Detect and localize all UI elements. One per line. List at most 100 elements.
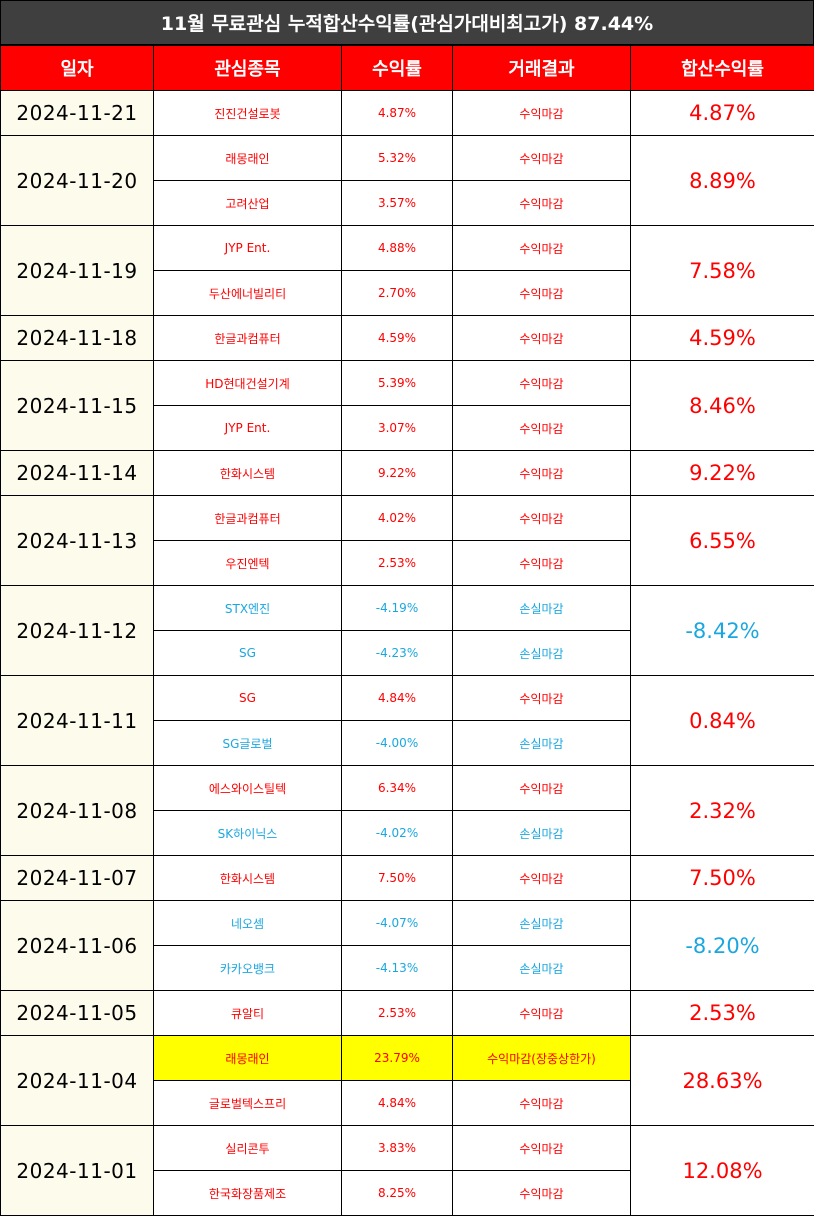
combined-return-cell: 2.32% xyxy=(630,765,814,856)
date-cell: 2024-11-11 xyxy=(0,675,154,766)
return-rate-cell: 23.79% xyxy=(341,1035,453,1081)
trade-result-cell: 수익마감 xyxy=(452,495,631,541)
stock-name-cell: 실리콘투 xyxy=(153,1125,342,1171)
combined-return-cell: 0.84% xyxy=(630,675,814,766)
table-row: 2024-11-21 진진건설로봇 4.87% 수익마감 4.87% xyxy=(0,90,814,136)
return-rate-cell: 4.59% xyxy=(341,315,453,361)
trade-result-cell: 수익마감 xyxy=(452,1170,631,1216)
table-row: 카카오뱅크 -4.13% 손실마감 xyxy=(1,945,814,991)
return-rate-cell: 6.34% xyxy=(341,765,453,811)
header-date: 일자 xyxy=(0,45,154,91)
trade-result-cell: 수익마감 xyxy=(452,90,631,136)
table-row: 2024-11-13 한글과컴퓨터 4.02% 수익마감 6.55% xyxy=(0,495,814,586)
trade-result-cell: 수익마감 xyxy=(452,180,631,226)
return-rate-cell: 3.83% xyxy=(341,1125,453,1171)
return-rate-cell: -4.07% xyxy=(341,900,453,946)
combined-return-cell: -8.42% xyxy=(630,585,814,676)
stock-name-cell: SG xyxy=(153,630,342,676)
combined-return-cell: 28.63% xyxy=(630,1035,814,1126)
trade-result-cell: 수익마감 xyxy=(452,450,631,496)
stock-name-cell: SK하이닉스 xyxy=(153,810,342,856)
trade-result-cell: 수익마감 xyxy=(452,765,631,811)
table-row: 2024-11-01 실리콘투 3.83% 수익마감 12.08% xyxy=(0,1125,814,1216)
table-row: 2024-11-08 에스와이스틸텍 6.34% 수익마감 2.32% xyxy=(0,765,814,856)
return-rate-cell: 4.84% xyxy=(341,1080,453,1126)
trade-result-cell: 수익마감 xyxy=(452,270,631,316)
stock-name-cell: 우진엔텍 xyxy=(153,540,342,586)
header-rate: 수익률 xyxy=(341,45,453,91)
table-row: 2024-11-12 STX엔진 -4.19% 손실마감 -8.42% xyxy=(0,585,814,676)
table-row: 2024-11-05 큐알티 2.53% 수익마감 2.53% xyxy=(0,990,814,1036)
return-rate-cell: 5.32% xyxy=(341,135,453,181)
date-cell: 2024-11-06 xyxy=(0,900,154,991)
return-rate-cell: 7.50% xyxy=(341,855,453,901)
combined-return-cell: 8.46% xyxy=(630,360,814,451)
combined-return-cell: 4.87% xyxy=(630,90,814,136)
date-cell: 2024-11-21 xyxy=(0,90,154,136)
trade-result-cell: 손실마감 xyxy=(452,810,631,856)
return-rate-cell: 2.70% xyxy=(341,270,453,316)
combined-return-cell: 2.53% xyxy=(630,990,814,1036)
date-cell: 2024-11-01 xyxy=(0,1125,154,1216)
date-cell: 2024-11-18 xyxy=(0,315,154,361)
stock-name-cell: 고려산업 xyxy=(153,180,342,226)
trade-result-cell: 수익마감 xyxy=(452,315,631,361)
trade-result-cell: 수익마감 xyxy=(452,675,631,721)
table-row: 우진엔텍 2.53% 수익마감 xyxy=(1,540,814,586)
trade-result-cell: 손실마감 xyxy=(452,630,631,676)
stock-name-cell: 한화시스템 xyxy=(153,855,342,901)
date-cell: 2024-11-12 xyxy=(0,585,154,676)
header-row: 일자 관심종목 수익률 거래결과 합산수익률 xyxy=(0,45,814,91)
combined-return-cell: -8.20% xyxy=(630,900,814,991)
combined-return-cell: 9.22% xyxy=(630,450,814,496)
return-rate-cell: 4.02% xyxy=(341,495,453,541)
combined-return-cell: 4.59% xyxy=(630,315,814,361)
combined-return-cell: 7.58% xyxy=(630,225,814,316)
date-cell: 2024-11-20 xyxy=(0,135,154,226)
table-row: 2024-11-18 한글과컴퓨터 4.59% 수익마감 4.59% xyxy=(0,315,814,361)
header-stock: 관심종목 xyxy=(153,45,342,91)
date-cell: 2024-11-08 xyxy=(0,765,154,856)
return-rate-cell: 2.53% xyxy=(341,540,453,586)
combined-return-cell: 12.08% xyxy=(630,1125,814,1216)
return-rate-cell: -4.02% xyxy=(341,810,453,856)
stock-name-cell: 카카오뱅크 xyxy=(153,945,342,991)
return-rate-cell: -4.00% xyxy=(341,720,453,766)
return-rate-cell: 2.53% xyxy=(341,990,453,1036)
date-cell: 2024-11-14 xyxy=(0,450,154,496)
date-cell: 2024-11-07 xyxy=(0,855,154,901)
trade-result-cell: 수익마감 xyxy=(452,225,631,271)
table-row: 2024-11-06 네오셈 -4.07% 손실마감 -8.20% xyxy=(0,900,814,991)
stock-name-cell: 한국화장품제조 xyxy=(153,1170,342,1216)
trade-result-cell: 손실마감 xyxy=(452,945,631,991)
table-row: 2024-11-19 JYP Ent. 4.88% 수익마감 7.58% xyxy=(0,225,814,316)
trade-result-cell: 손실마감 xyxy=(452,720,631,766)
stock-name-cell: 두산에너빌리티 xyxy=(153,270,342,316)
trade-result-cell: 수익마감 xyxy=(452,1080,631,1126)
date-cell: 2024-11-19 xyxy=(0,225,154,316)
return-rate-cell: 9.22% xyxy=(341,450,453,496)
trade-result-cell: 수익마감 xyxy=(452,990,631,1036)
table-row: 글로벌텍스프리 4.84% 수익마감 xyxy=(1,1080,814,1126)
trade-result-cell: 수익마감 xyxy=(452,405,631,451)
return-rate-cell: 3.07% xyxy=(341,405,453,451)
return-rate-cell: 3.57% xyxy=(341,180,453,226)
trade-result-cell: 수익마감 xyxy=(452,855,631,901)
combined-return-cell: 6.55% xyxy=(630,495,814,586)
table-row: SK하이닉스 -4.02% 손실마감 xyxy=(1,810,814,856)
stock-name-cell: HD현대건설기계 xyxy=(153,360,342,406)
stock-name-cell: 에스와이스틸텍 xyxy=(153,765,342,811)
return-rate-cell: -4.19% xyxy=(341,585,453,631)
stock-name-cell: 래몽래인 xyxy=(153,1035,342,1081)
return-rate-cell: 4.87% xyxy=(341,90,453,136)
returns-table: 일자 관심종목 수익률 거래결과 합산수익률 2024-11-21 진진건설로봇 4… xyxy=(0,45,814,1216)
date-cell: 2024-11-05 xyxy=(0,990,154,1036)
table-row: 2024-11-04 래몽래인 23.79% 수익마감(장중상한가) 28.63% xyxy=(0,1035,814,1126)
trade-result-cell: 수익마감 xyxy=(452,360,631,406)
header-total: 합산수익률 xyxy=(630,45,814,91)
stock-name-cell: STX엔진 xyxy=(153,585,342,631)
return-rate-cell: 8.25% xyxy=(341,1170,453,1216)
trade-result-cell: 수익마감 xyxy=(452,540,631,586)
table-row: 한국화장품제조 8.25% 수익마감 xyxy=(1,1170,814,1216)
